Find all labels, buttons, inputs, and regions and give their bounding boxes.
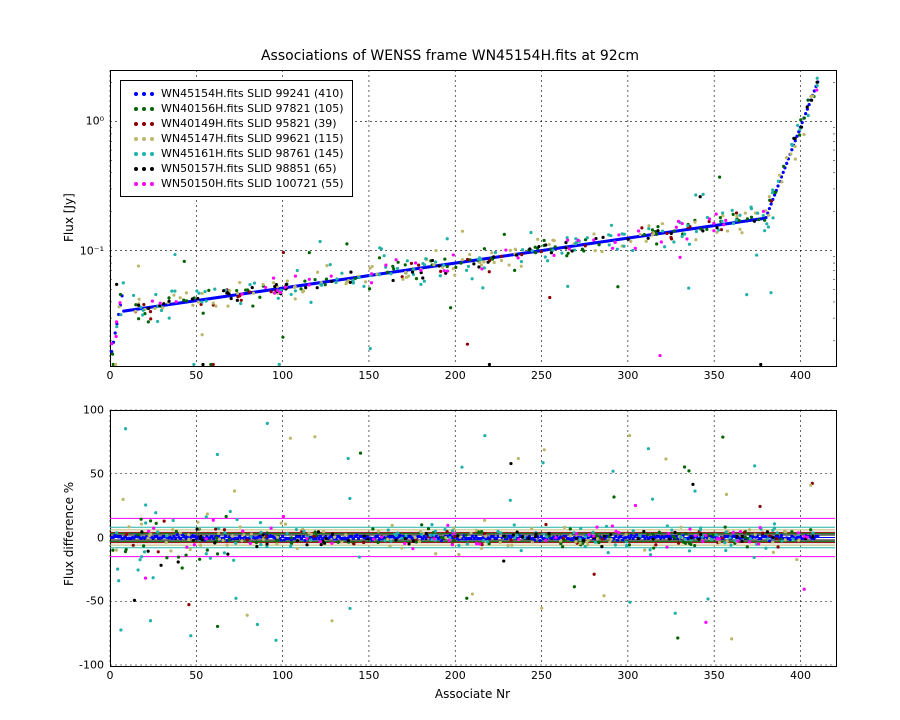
tick-label: 0 bbox=[107, 669, 114, 682]
tick-label: 10⁰ bbox=[68, 115, 104, 128]
tick-label: 250 bbox=[531, 369, 552, 382]
tick-label: 0 bbox=[68, 531, 104, 544]
legend-row: WN45147H.fits SLID 99621 (115) bbox=[127, 131, 344, 146]
legend-marker bbox=[127, 167, 161, 171]
tick-label: 150 bbox=[358, 669, 379, 682]
tick-label: 0 bbox=[107, 369, 114, 382]
tick-label: 350 bbox=[704, 369, 725, 382]
legend-marker bbox=[127, 137, 161, 141]
legend-row: WN50150H.fits SLID 100721 (55) bbox=[127, 176, 344, 191]
tick-label: 300 bbox=[617, 669, 638, 682]
legend-label: WN40149H.fits SLID 95821 (39) bbox=[161, 116, 337, 131]
tick-label: 50 bbox=[189, 369, 203, 382]
tick-label: -100 bbox=[68, 659, 104, 672]
tick-label: 350 bbox=[704, 669, 725, 682]
tick-label: 400 bbox=[790, 669, 811, 682]
legend-label: WN45154H.fits SLID 99241 (410) bbox=[161, 86, 344, 101]
tick-label: 10⁻¹ bbox=[68, 244, 104, 257]
tick-label: 50 bbox=[68, 467, 104, 480]
legend: WN45154H.fits SLID 99241 (410)WN40156H.f… bbox=[120, 80, 353, 197]
legend-label: WN50157H.fits SLID 98851 (65) bbox=[161, 161, 337, 176]
tick-label: 200 bbox=[445, 669, 466, 682]
tick-label: 250 bbox=[531, 669, 552, 682]
legend-marker bbox=[127, 182, 161, 186]
legend-marker bbox=[127, 107, 161, 111]
legend-label: WN40156H.fits SLID 97821 (105) bbox=[161, 101, 344, 116]
legend-row: WN40149H.fits SLID 95821 (39) bbox=[127, 116, 344, 131]
legend-row: WN40156H.fits SLID 97821 (105) bbox=[127, 101, 344, 116]
legend-label: WN45161H.fits SLID 98761 (145) bbox=[161, 146, 344, 161]
tick-label: 300 bbox=[617, 369, 638, 382]
tick-label: -50 bbox=[68, 595, 104, 608]
tick-label: 150 bbox=[358, 369, 379, 382]
legend-row: WN45154H.fits SLID 99241 (410) bbox=[127, 86, 344, 101]
tick-label: 100 bbox=[68, 404, 104, 417]
legend-row: WN45161H.fits SLID 98761 (145) bbox=[127, 146, 344, 161]
tick-label: 100 bbox=[272, 369, 293, 382]
tick-label: 100 bbox=[272, 669, 293, 682]
legend-label: WN45147H.fits SLID 99621 (115) bbox=[161, 131, 344, 146]
legend-row: WN50157H.fits SLID 98851 (65) bbox=[127, 161, 344, 176]
legend-marker bbox=[127, 152, 161, 156]
tick-label: 50 bbox=[189, 669, 203, 682]
tick-label: 400 bbox=[790, 369, 811, 382]
figure: Associations of WENSS frame WN45154H.fit… bbox=[0, 0, 900, 720]
legend-label: WN50150H.fits SLID 100721 (55) bbox=[161, 176, 344, 191]
legend-marker bbox=[127, 92, 161, 96]
tick-label: 200 bbox=[445, 369, 466, 382]
legend-marker bbox=[127, 122, 161, 126]
